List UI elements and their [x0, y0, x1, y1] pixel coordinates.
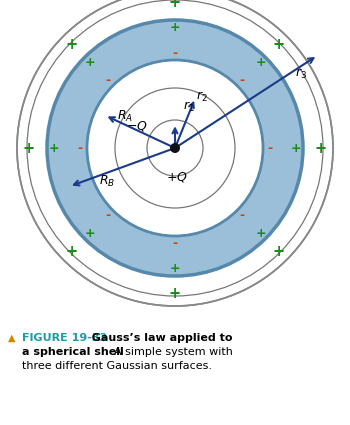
Text: $R_B$: $R_B$: [99, 174, 115, 189]
Text: $r_1$: $r_1$: [183, 100, 195, 114]
Text: +: +: [291, 142, 301, 155]
Text: $+Q$: $+Q$: [166, 170, 188, 184]
Text: +: +: [169, 286, 181, 301]
Text: $r_3$: $r_3$: [295, 67, 307, 81]
Text: -: -: [267, 142, 273, 155]
Text: -: -: [240, 209, 245, 222]
Text: -: -: [77, 142, 83, 155]
Circle shape: [170, 143, 180, 153]
Text: +: +: [255, 227, 266, 240]
Text: +: +: [170, 20, 180, 34]
Text: +: +: [84, 227, 95, 240]
Text: ▲: ▲: [8, 333, 15, 343]
Text: +: +: [66, 37, 78, 52]
Text: -: -: [173, 46, 177, 60]
Circle shape: [17, 0, 333, 306]
Text: +: +: [23, 141, 35, 156]
Text: +: +: [272, 37, 284, 52]
Text: +: +: [66, 244, 78, 259]
Text: Gauss’s law applied to: Gauss’s law applied to: [84, 333, 233, 343]
Text: three different Gaussian surfaces.: three different Gaussian surfaces.: [22, 361, 212, 371]
Text: -: -: [105, 209, 110, 222]
Text: $r_2$: $r_2$: [196, 90, 208, 104]
Text: -: -: [105, 74, 110, 87]
Text: a spherical shell: a spherical shell: [22, 347, 124, 357]
Text: $-Q$: $-Q$: [126, 119, 148, 133]
Text: A simple system with: A simple system with: [107, 347, 233, 357]
Text: +: +: [255, 56, 266, 69]
Text: +: +: [84, 56, 95, 69]
Circle shape: [47, 20, 303, 276]
Text: -: -: [173, 236, 177, 249]
Text: +: +: [169, 0, 181, 9]
Text: +: +: [170, 263, 180, 275]
Text: $R_A$: $R_A$: [117, 108, 133, 124]
Text: FIGURE 19-33: FIGURE 19-33: [22, 333, 107, 343]
Text: +: +: [272, 244, 284, 259]
Text: -: -: [240, 74, 245, 87]
Circle shape: [87, 60, 263, 236]
Text: +: +: [315, 141, 327, 156]
Text: +: +: [49, 142, 59, 155]
